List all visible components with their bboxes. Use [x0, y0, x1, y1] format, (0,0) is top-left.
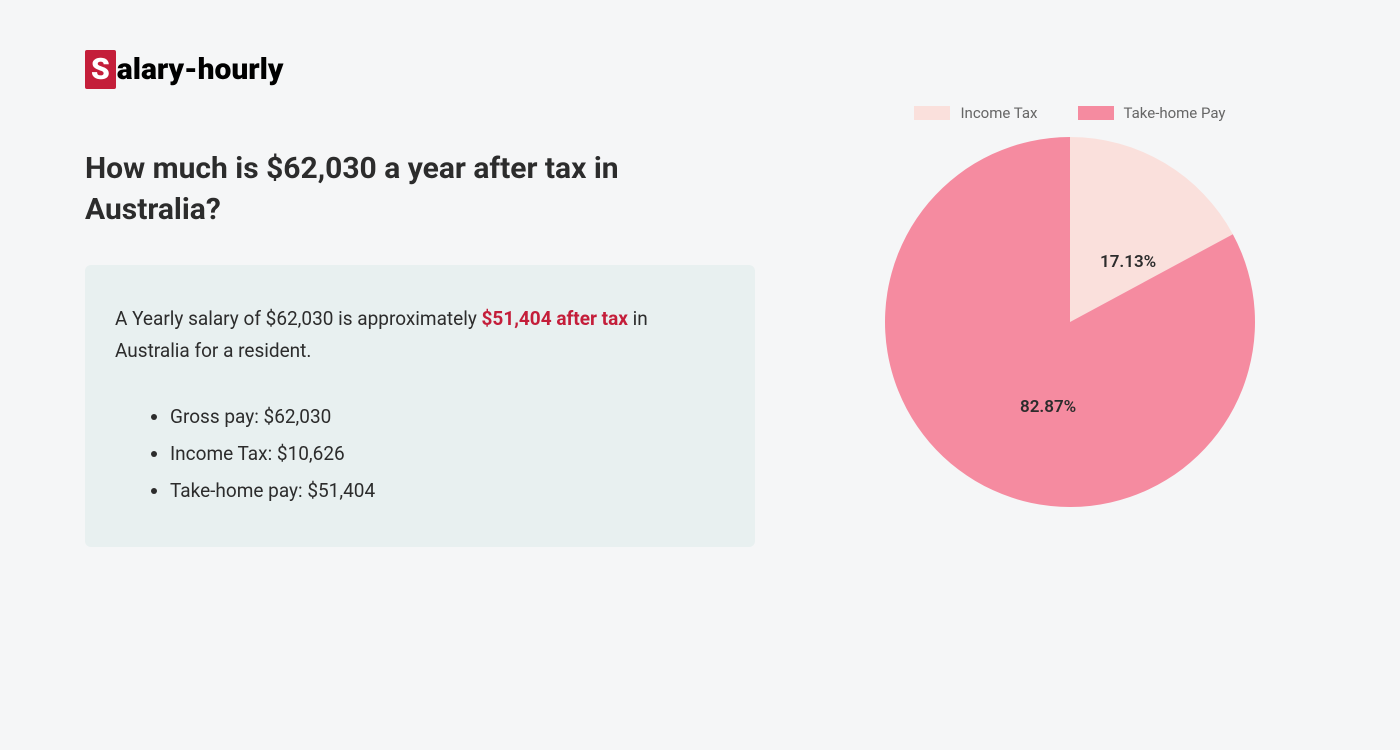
page-heading: How much is $62,030 a year after tax in …	[85, 149, 755, 230]
description-highlight: $51,404 after tax	[482, 307, 628, 330]
legend-swatch-income-tax	[914, 106, 950, 120]
pie-label-take-home: 82.87%	[1020, 397, 1076, 417]
legend-swatch-take-home	[1078, 106, 1114, 120]
pie-label-income-tax: 17.13%	[1100, 252, 1156, 272]
detail-income-tax: Income Tax: $10,626	[170, 435, 725, 472]
description-part1: A Yearly salary of $62,030 is approximat…	[115, 307, 482, 330]
pie-svg	[885, 137, 1255, 507]
legend-label-take-home: Take-home Pay	[1124, 104, 1226, 122]
logo-prefix: S	[85, 50, 116, 89]
description: A Yearly salary of $62,030 is approximat…	[115, 303, 725, 368]
info-box: A Yearly salary of $62,030 is approximat…	[85, 265, 755, 547]
chart-legend: Income Tax Take-home Pay	[914, 104, 1225, 122]
logo-suffix: alary-hourly	[117, 52, 284, 87]
content-wrapper: How much is $62,030 a year after tax in …	[85, 149, 1315, 547]
pie-chart: 17.13% 82.87%	[885, 137, 1255, 507]
legend-item-income-tax: Income Tax	[914, 104, 1037, 122]
legend-item-take-home: Take-home Pay	[1078, 104, 1226, 122]
left-content: How much is $62,030 a year after tax in …	[85, 149, 755, 547]
details-list: Gross pay: $62,030 Income Tax: $10,626 T…	[115, 398, 725, 509]
site-logo: Salary-hourly	[85, 50, 1315, 89]
chart-section: Income Tax Take-home Pay 17.13% 82.87%	[825, 104, 1315, 547]
detail-take-home: Take-home pay: $51,404	[170, 472, 725, 509]
detail-gross-pay: Gross pay: $62,030	[170, 398, 725, 435]
legend-label-income-tax: Income Tax	[960, 104, 1037, 122]
